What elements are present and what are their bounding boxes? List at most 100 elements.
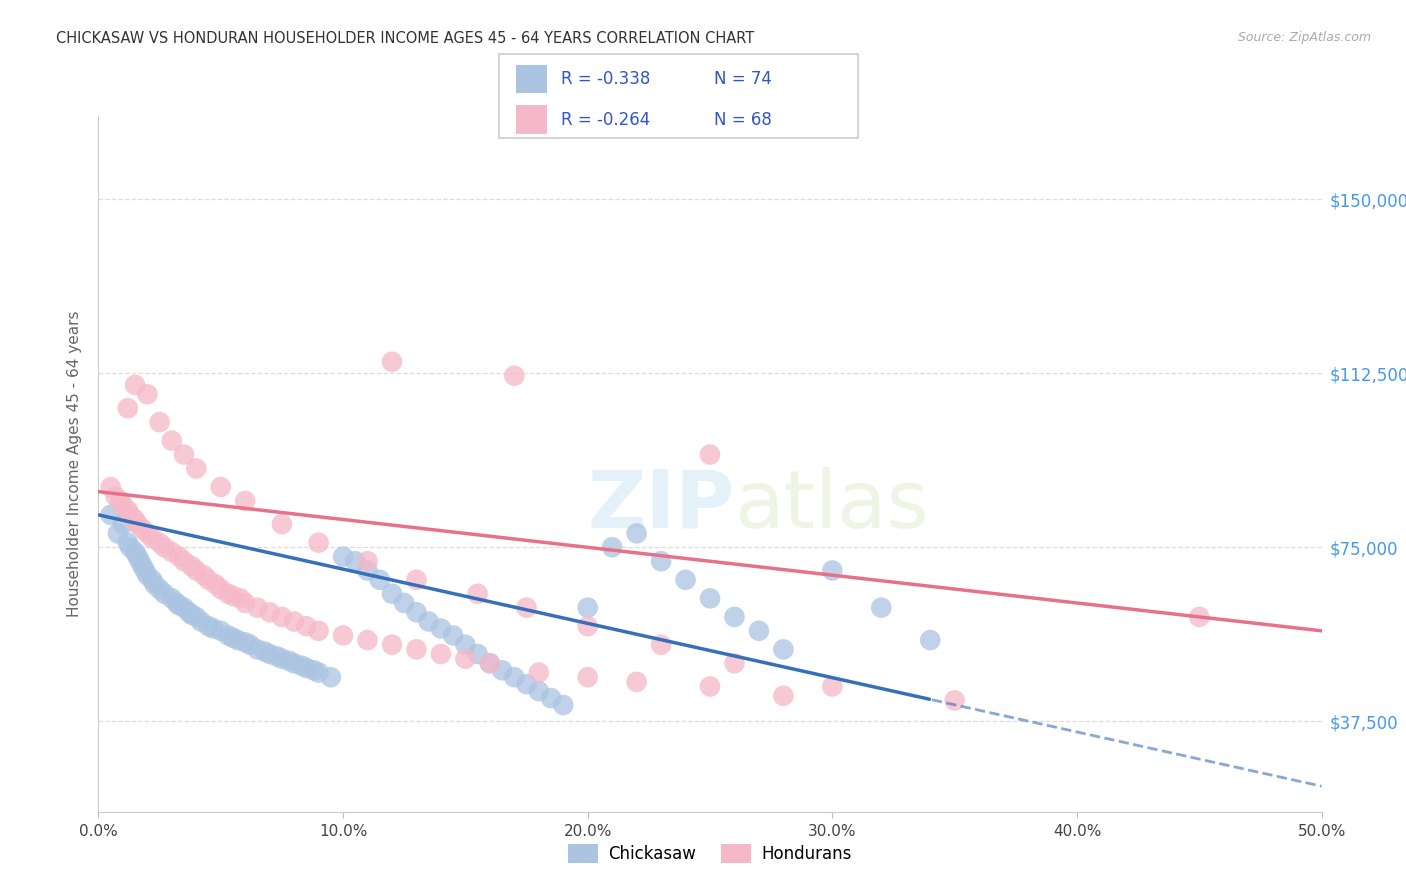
Point xyxy=(209,582,232,596)
Point xyxy=(821,564,844,578)
Point xyxy=(295,661,318,675)
Point xyxy=(295,619,318,633)
Point xyxy=(270,517,294,532)
Point xyxy=(308,535,330,549)
Point xyxy=(160,591,183,606)
Point xyxy=(186,610,208,624)
Point xyxy=(180,607,202,622)
Point xyxy=(515,677,537,691)
Point xyxy=(503,670,526,684)
Point xyxy=(626,526,648,541)
Point xyxy=(454,651,477,665)
Point xyxy=(229,591,252,606)
Point xyxy=(173,448,195,462)
Text: ZIP: ZIP xyxy=(588,467,734,545)
Point xyxy=(302,663,325,677)
Point xyxy=(124,378,146,392)
Point xyxy=(120,541,142,555)
Point xyxy=(381,587,404,601)
Point xyxy=(246,642,269,657)
Point xyxy=(576,670,599,684)
Point xyxy=(1188,610,1211,624)
Point xyxy=(430,647,453,661)
Point xyxy=(124,545,146,559)
Point xyxy=(748,624,770,638)
Point xyxy=(576,600,599,615)
Point xyxy=(540,691,562,706)
Point xyxy=(217,587,239,601)
Point xyxy=(478,657,501,671)
Point xyxy=(600,541,623,555)
Point xyxy=(193,568,215,582)
Point xyxy=(368,573,391,587)
Point xyxy=(675,573,697,587)
Point xyxy=(197,573,219,587)
Point xyxy=(205,577,228,591)
Point xyxy=(356,554,378,568)
Point xyxy=(131,522,153,536)
Point xyxy=(153,541,176,555)
Point xyxy=(127,517,149,532)
Text: Source: ZipAtlas.com: Source: ZipAtlas.com xyxy=(1237,31,1371,45)
Point xyxy=(266,649,288,664)
Point xyxy=(143,577,166,591)
Point xyxy=(180,558,202,573)
Point xyxy=(332,628,354,642)
Point xyxy=(283,657,305,671)
Point xyxy=(772,689,794,703)
Point xyxy=(111,517,134,532)
Point xyxy=(308,665,330,680)
Point xyxy=(699,591,721,606)
Point xyxy=(650,638,672,652)
Point xyxy=(149,535,172,549)
Point xyxy=(134,564,156,578)
Point xyxy=(136,526,159,541)
Point xyxy=(186,564,208,578)
Text: N = 68: N = 68 xyxy=(714,111,772,128)
Point xyxy=(626,674,648,689)
Point xyxy=(772,642,794,657)
Point xyxy=(117,503,139,517)
Point xyxy=(467,647,489,661)
Point xyxy=(356,564,378,578)
Point xyxy=(197,619,219,633)
Point xyxy=(167,549,190,564)
Point xyxy=(870,600,893,615)
Point xyxy=(699,448,721,462)
Point xyxy=(527,684,550,698)
Point xyxy=(319,670,342,684)
Point xyxy=(290,658,312,673)
Point xyxy=(405,573,427,587)
Point xyxy=(173,554,195,568)
Point xyxy=(699,680,721,694)
Point xyxy=(381,355,404,369)
Point xyxy=(308,624,330,638)
Point xyxy=(166,596,188,610)
Point xyxy=(259,605,281,619)
Text: atlas: atlas xyxy=(734,467,929,545)
Point xyxy=(186,461,208,475)
Point xyxy=(392,596,416,610)
Y-axis label: Householder Income Ages 45 - 64 years: Householder Income Ages 45 - 64 years xyxy=(67,310,83,617)
Point xyxy=(283,615,305,629)
Point xyxy=(141,531,163,545)
Point xyxy=(332,549,354,564)
Point xyxy=(259,647,281,661)
Point xyxy=(650,554,672,568)
Point xyxy=(160,545,183,559)
Legend: Chickasaw, Hondurans: Chickasaw, Hondurans xyxy=(562,837,858,870)
Point xyxy=(405,605,427,619)
Point xyxy=(127,549,149,564)
Point xyxy=(405,642,427,657)
Point xyxy=(209,480,232,494)
Point xyxy=(270,651,294,665)
Point xyxy=(527,665,550,680)
Point xyxy=(441,628,464,642)
Point xyxy=(253,645,276,659)
Point xyxy=(233,596,256,610)
Point xyxy=(149,415,172,429)
Text: R = -0.338: R = -0.338 xyxy=(561,70,651,88)
Text: R = -0.264: R = -0.264 xyxy=(561,111,650,128)
Point xyxy=(136,568,159,582)
Point xyxy=(454,638,477,652)
